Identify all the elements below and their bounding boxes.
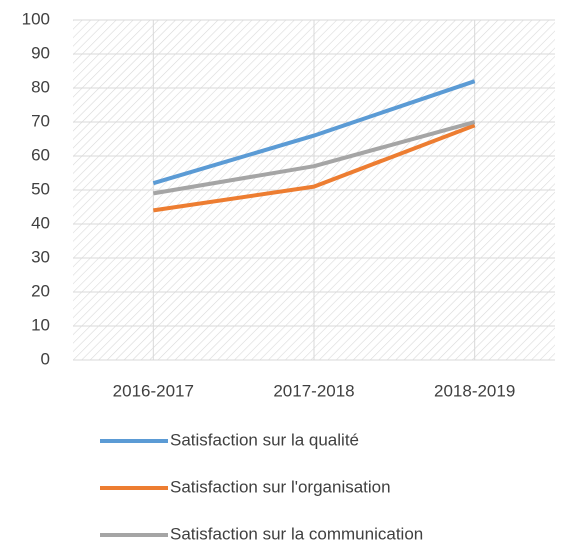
y-tick-label: 60: [31, 145, 50, 164]
series-line: [152, 79, 476, 186]
legend-label: Satisfaction sur la qualité: [170, 430, 359, 449]
y-tick-label: 70: [31, 111, 50, 130]
y-tick-label: 50: [31, 179, 50, 198]
y-tick-label: 90: [31, 43, 50, 62]
x-tick-label: 2017-2018: [273, 381, 354, 400]
y-tick-label: 80: [31, 77, 50, 96]
series-line: [152, 120, 476, 196]
y-tick-label: 0: [41, 349, 50, 368]
y-tick-label: 100: [22, 9, 50, 28]
y-tick-label: 40: [31, 213, 50, 232]
y-tick-label: 20: [31, 281, 50, 300]
y-tick-label: 30: [31, 247, 50, 266]
x-tick-label: 2018-2019: [434, 381, 515, 400]
x-tick-label: 2016-2017: [113, 381, 194, 400]
legend-label: Satisfaction sur la communication: [170, 524, 423, 543]
legend-label: Satisfaction sur l'organisation: [170, 477, 391, 496]
series-line: [153, 123, 476, 213]
y-tick-label: 10: [31, 315, 50, 334]
